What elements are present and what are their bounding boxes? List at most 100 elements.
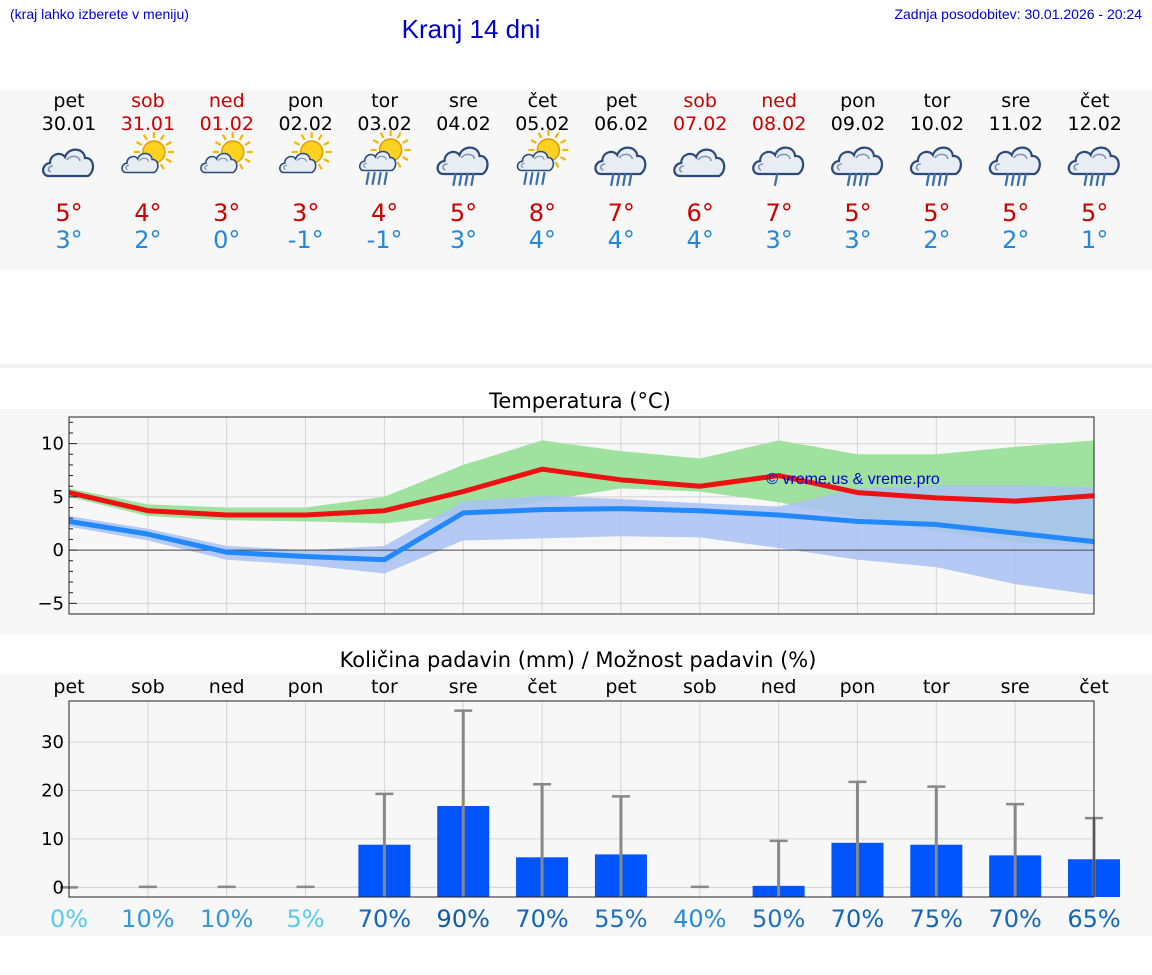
max-temp: 4° — [371, 199, 398, 227]
day-name: sre — [1001, 90, 1030, 112]
precip-probability: 0% — [50, 905, 88, 933]
max-temp-line — [68, 466, 1095, 518]
day-date: 07.02 — [673, 113, 727, 135]
rain-cloud-icon — [594, 146, 647, 187]
day-name: sob — [131, 90, 165, 112]
precipitation-frame — [68, 700, 1095, 898]
min-temp: 2° — [923, 226, 950, 254]
min-temp-range-band — [69, 485, 1094, 595]
precip-day-label: ned — [209, 676, 245, 698]
precip-day-label: tor — [371, 676, 398, 698]
rain-cloud-icon — [909, 146, 962, 187]
max-temp: 3° — [213, 199, 240, 227]
precip-probability: 70% — [831, 905, 884, 933]
day-date: 09.02 — [831, 113, 885, 135]
day-name: ned — [761, 90, 797, 112]
day-name: čet — [528, 90, 558, 112]
day-name: pet — [606, 90, 637, 112]
precip-day-label: pon — [840, 676, 876, 698]
precip-probability: 70% — [515, 905, 568, 933]
precip-probability: 70% — [988, 905, 1041, 933]
day-name: pon — [840, 90, 876, 112]
day-date: 04.02 — [436, 113, 490, 135]
day-date: 02.02 — [278, 113, 332, 135]
min-temp-line — [68, 506, 1095, 563]
sun-cloud-icon — [200, 132, 253, 174]
max-temp: 5° — [844, 199, 871, 227]
precip-day-label: tor — [923, 676, 950, 698]
day-date: 12.02 — [1067, 113, 1121, 135]
min-temp: 0° — [213, 226, 240, 254]
max-temp-range-band — [69, 440, 1094, 546]
precip-day-label: sob — [683, 676, 717, 698]
precip-tick-label: 0 — [53, 877, 64, 898]
sun-cloud-rain-icon — [516, 130, 569, 186]
min-temp: 4° — [608, 226, 635, 254]
precip-day-label: sre — [449, 676, 478, 698]
precip-tick-label: 10 — [41, 829, 64, 850]
watermark: © vreme.us & vreme.pro — [766, 471, 940, 488]
precip-probability: 65% — [1067, 905, 1120, 933]
max-temp: 5° — [55, 199, 82, 227]
day-date: 03.02 — [357, 113, 411, 135]
precip-day-label: pet — [53, 676, 84, 698]
precip-day-label: ned — [761, 676, 797, 698]
max-temp: 7° — [608, 199, 635, 227]
precip-probability: 75% — [910, 905, 963, 933]
precip-probability: 70% — [358, 905, 411, 933]
precip-day-label: čet — [527, 676, 557, 698]
day-name: pon — [288, 90, 324, 112]
precip-day-label: pet — [605, 676, 636, 698]
temp-tick-label: 10 — [41, 434, 64, 455]
forecast-strip — [0, 90, 1152, 270]
precip-day-label: sre — [1001, 676, 1030, 698]
day-date: 05.02 — [515, 113, 569, 135]
precip-probability: 55% — [594, 905, 647, 933]
max-temp: 5° — [450, 199, 477, 227]
day-date: 10.02 — [910, 113, 964, 135]
cloudy-icon — [42, 148, 95, 178]
min-temp: -1° — [367, 226, 403, 254]
min-temp: 3° — [765, 226, 792, 254]
precip-day-label: sob — [131, 676, 165, 698]
sun-cloud-icon — [279, 132, 332, 174]
rain-cloud-icon — [1067, 146, 1120, 187]
sun-cloud-rain-icon — [358, 130, 411, 186]
page-title: Kranj 14 dni — [401, 14, 541, 44]
min-temp: 4° — [529, 226, 556, 254]
max-temp: 4° — [134, 199, 161, 227]
divider — [0, 364, 1152, 368]
precip-day-label: čet — [1079, 676, 1109, 698]
precip-tick-label: 20 — [41, 781, 64, 802]
cloudy-icon — [673, 148, 726, 178]
day-name: pet — [53, 90, 84, 112]
last-updated: Zadnja posodobitev: 30.01.2026 - 20:24 — [894, 6, 1142, 22]
precip-probability: 90% — [437, 905, 490, 933]
day-name: sob — [683, 90, 717, 112]
temperature-frame — [68, 416, 1095, 615]
day-date: 31.01 — [121, 113, 175, 135]
location-menu-note[interactable]: (kraj lahko izberete v meniju) — [10, 6, 189, 22]
precip-probability: 5% — [286, 905, 324, 933]
temp-tick-label: −5 — [37, 593, 64, 614]
day-date: 06.02 — [594, 113, 648, 135]
day-date: 08.02 — [752, 113, 806, 135]
day-date: 01.02 — [200, 113, 254, 135]
min-temp: 3° — [450, 226, 477, 254]
max-temp: 8° — [529, 199, 556, 227]
day-date: 30.01 — [42, 113, 96, 135]
max-temp: 5° — [1081, 199, 1108, 227]
day-name: sre — [449, 90, 478, 112]
rain-cloud-icon — [436, 146, 489, 187]
day-name: čet — [1080, 90, 1110, 112]
